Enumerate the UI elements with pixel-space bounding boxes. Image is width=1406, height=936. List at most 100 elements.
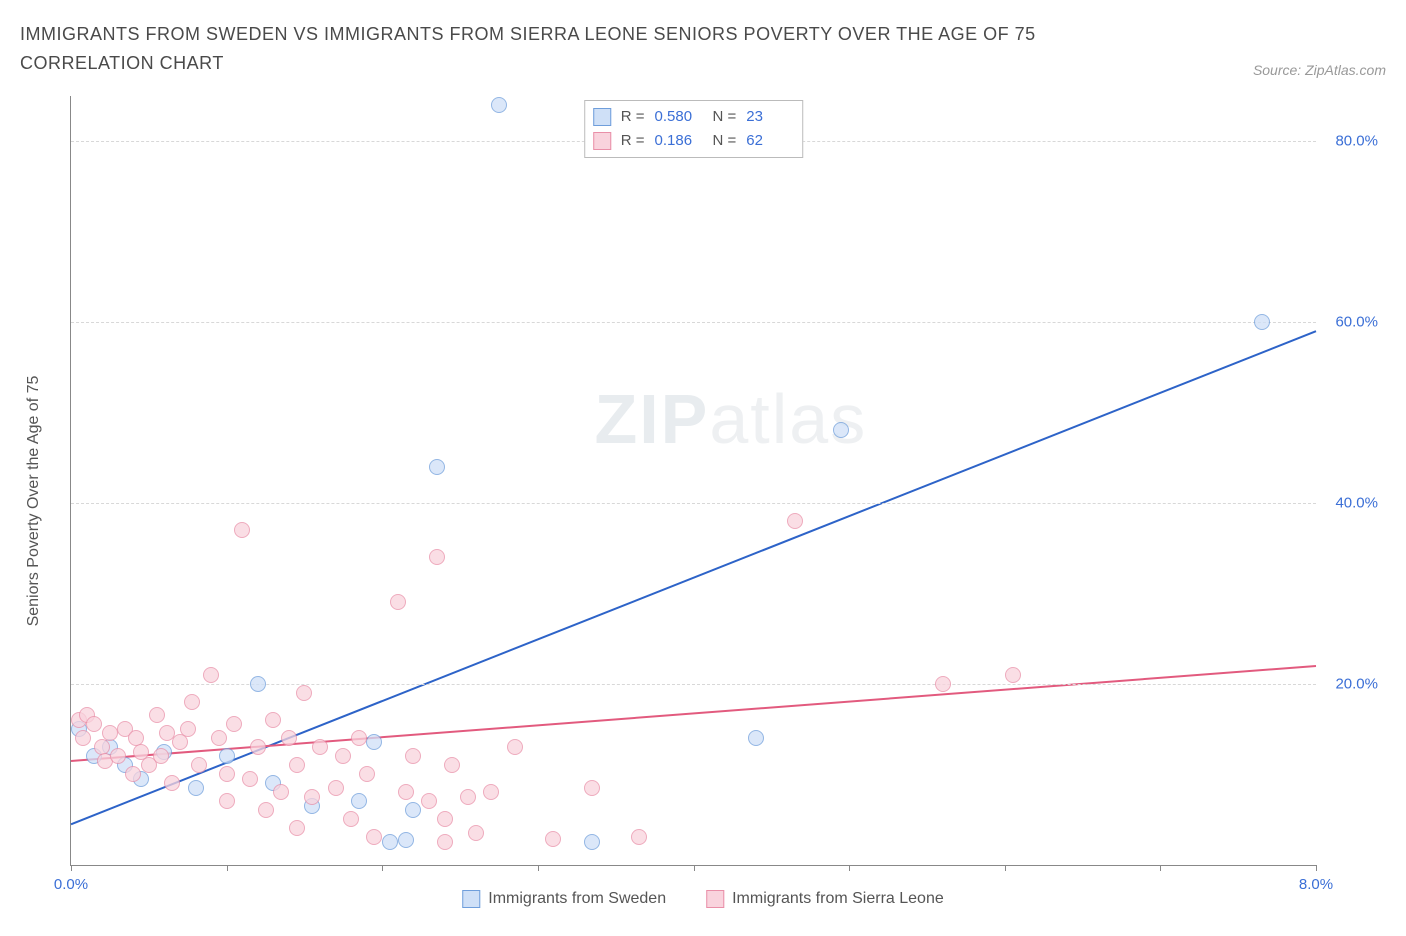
scatter-point-sweden xyxy=(382,834,398,850)
scatter-point-sierra_leone xyxy=(460,789,476,805)
scatter-point-sweden xyxy=(405,802,421,818)
scatter-point-sierra_leone xyxy=(191,757,207,773)
legend-swatch-sweden xyxy=(462,890,480,908)
scatter-point-sierra_leone xyxy=(312,739,328,755)
header: IMMIGRANTS FROM SWEDEN VS IMMIGRANTS FRO… xyxy=(20,20,1386,78)
scatter-point-sweden xyxy=(429,459,445,475)
y-tick-label: 20.0% xyxy=(1335,675,1378,692)
y-axis-title: Seniors Poverty Over the Age of 75 xyxy=(25,375,43,626)
scatter-point-sweden xyxy=(1254,314,1270,330)
legend-label: Immigrants from Sierra Leone xyxy=(732,890,944,908)
r-label: R = xyxy=(621,129,645,153)
x-tick xyxy=(1160,865,1161,871)
scatter-point-sierra_leone xyxy=(265,712,281,728)
n-label: N = xyxy=(713,129,737,153)
scatter-point-sierra_leone xyxy=(359,766,375,782)
scatter-point-sierra_leone xyxy=(935,676,951,692)
scatter-point-sierra_leone xyxy=(584,780,600,796)
scatter-point-sierra_leone xyxy=(289,820,305,836)
x-tick xyxy=(1316,865,1317,871)
scatter-point-sierra_leone xyxy=(335,748,351,764)
gridline xyxy=(71,503,1316,504)
scatter-point-sierra_leone xyxy=(180,721,196,737)
scatter-point-sweden xyxy=(351,793,367,809)
chart-container: IMMIGRANTS FROM SWEDEN VS IMMIGRANTS FRO… xyxy=(20,20,1386,916)
scatter-point-sweden xyxy=(748,730,764,746)
x-tick xyxy=(1005,865,1006,871)
scatter-point-sierra_leone xyxy=(1005,667,1021,683)
scatter-point-sweden xyxy=(398,832,414,848)
scatter-point-sweden xyxy=(491,97,507,113)
scatter-point-sweden xyxy=(219,748,235,764)
x-tick xyxy=(71,865,72,871)
scatter-point-sierra_leone xyxy=(545,831,561,847)
scatter-point-sierra_leone xyxy=(390,594,406,610)
scatter-point-sierra_leone xyxy=(429,549,445,565)
scatter-point-sierra_leone xyxy=(366,829,382,845)
x-tick xyxy=(538,865,539,871)
scatter-point-sierra_leone xyxy=(172,734,188,750)
x-tick xyxy=(382,865,383,871)
scatter-point-sierra_leone xyxy=(250,739,266,755)
plot-area: ZIPatlas R =0.580N =23R =0.186N =62 20.0… xyxy=(70,96,1316,866)
scatter-point-sierra_leone xyxy=(437,834,453,850)
scatter-point-sierra_leone xyxy=(153,748,169,764)
n-label: N = xyxy=(713,105,737,129)
chart-title: IMMIGRANTS FROM SWEDEN VS IMMIGRANTS FRO… xyxy=(20,20,1120,78)
n-value: 23 xyxy=(746,105,794,129)
legend-item-sweden: Immigrants from Sweden xyxy=(462,890,666,908)
scatter-point-sierra_leone xyxy=(343,811,359,827)
x-tick-label: 0.0% xyxy=(54,876,88,893)
correlation-legend: R = 0.580 N = 23R = 0.186 N = 62 xyxy=(584,100,804,158)
legend-row-sierra_leone: R = 0.186 N = 62 xyxy=(593,129,795,153)
scatter-point-sierra_leone xyxy=(631,829,647,845)
scatter-point-sierra_leone xyxy=(507,739,523,755)
r-value: 0.580 xyxy=(655,105,703,129)
r-value: 0.186 xyxy=(655,129,703,153)
n-value: 62 xyxy=(746,129,794,153)
scatter-point-sierra_leone xyxy=(75,730,91,746)
scatter-point-sierra_leone xyxy=(203,667,219,683)
scatter-point-sierra_leone xyxy=(273,784,289,800)
legend-row-sweden: R =0.580N =23 xyxy=(593,105,795,129)
scatter-point-sierra_leone xyxy=(86,716,102,732)
y-tick-label: 60.0% xyxy=(1335,313,1378,330)
scatter-point-sierra_leone xyxy=(219,793,235,809)
scatter-point-sierra_leone xyxy=(149,707,165,723)
x-tick xyxy=(227,865,228,871)
gridline xyxy=(71,322,1316,323)
scatter-point-sierra_leone xyxy=(421,793,437,809)
scatter-point-sierra_leone xyxy=(405,748,421,764)
scatter-point-sierra_leone xyxy=(219,766,235,782)
scatter-point-sierra_leone xyxy=(242,771,258,787)
scatter-point-sierra_leone xyxy=(398,784,414,800)
scatter-point-sierra_leone xyxy=(444,757,460,773)
scatter-point-sierra_leone xyxy=(468,825,484,841)
scatter-point-sweden xyxy=(366,734,382,750)
x-tick xyxy=(694,865,695,871)
legend-swatch-sierra_leone xyxy=(706,890,724,908)
scatter-point-sierra_leone xyxy=(304,789,320,805)
scatter-point-sierra_leone xyxy=(437,811,453,827)
chart-area: Seniors Poverty Over the Age of 75 ZIPat… xyxy=(20,86,1386,916)
scatter-point-sierra_leone xyxy=(184,694,200,710)
scatter-point-sierra_leone xyxy=(226,716,242,732)
y-tick-label: 40.0% xyxy=(1335,494,1378,511)
scatter-point-sweden xyxy=(833,422,849,438)
legend-item-sierra_leone: Immigrants from Sierra Leone xyxy=(706,890,944,908)
x-tick-label: 8.0% xyxy=(1299,876,1333,893)
scatter-point-sierra_leone xyxy=(787,513,803,529)
y-tick-label: 80.0% xyxy=(1335,132,1378,149)
scatter-point-sierra_leone xyxy=(211,730,227,746)
x-tick xyxy=(849,865,850,871)
series-legend: Immigrants from Sweden Immigrants from Si… xyxy=(462,890,943,908)
scatter-point-sierra_leone xyxy=(102,725,118,741)
legend-label: Immigrants from Sweden xyxy=(488,890,666,908)
scatter-point-sierra_leone xyxy=(110,748,126,764)
scatter-point-sierra_leone xyxy=(234,522,250,538)
scatter-point-sweden xyxy=(584,834,600,850)
scatter-point-sierra_leone xyxy=(289,757,305,773)
scatter-point-sweden xyxy=(188,780,204,796)
scatter-point-sierra_leone xyxy=(125,766,141,782)
scatter-point-sierra_leone xyxy=(483,784,499,800)
